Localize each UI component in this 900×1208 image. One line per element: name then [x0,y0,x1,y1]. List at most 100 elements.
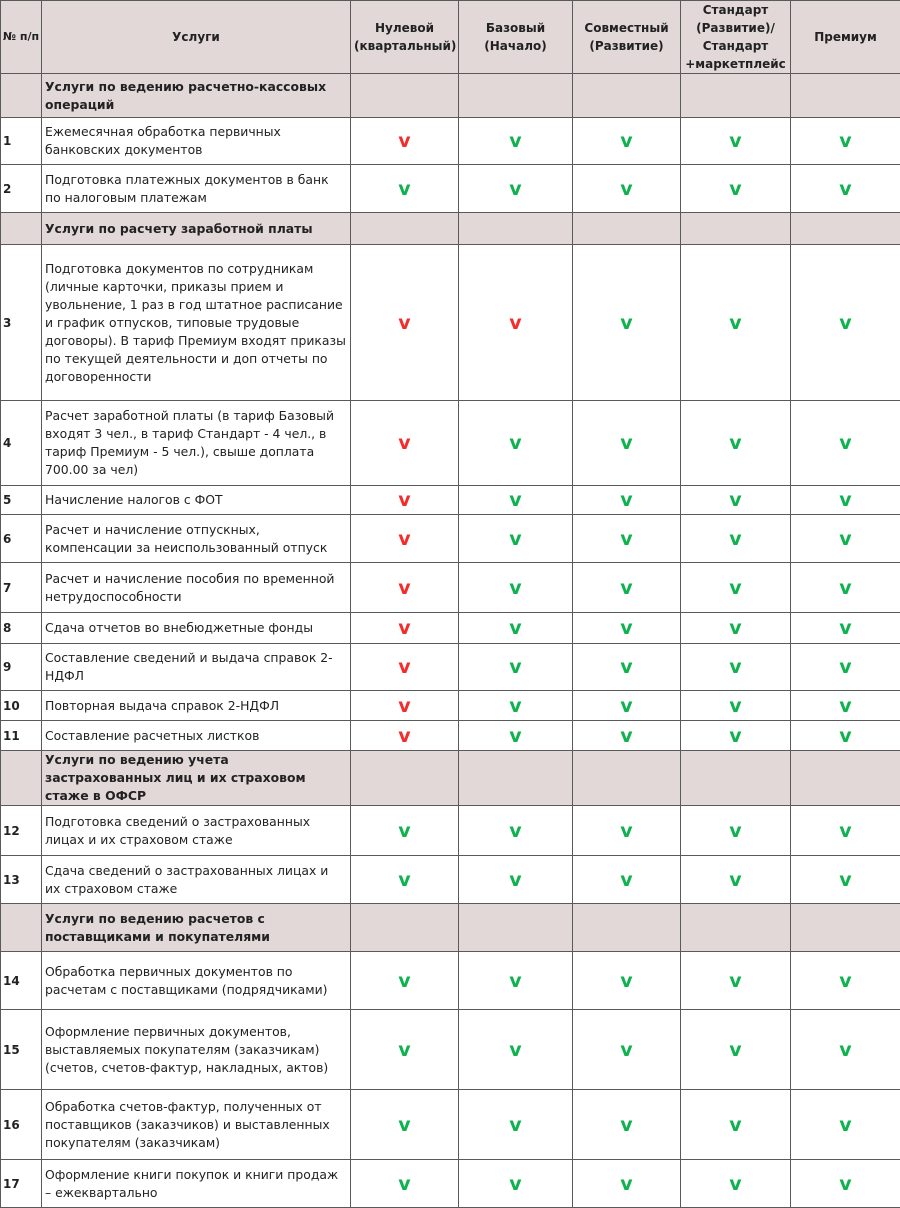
section-header-row: Услуги по ведению расчетов с поставщикам… [1,904,900,952]
included-check-icon: v [681,1160,791,1208]
section-header-row: Услуги по расчету заработной платы [1,213,900,245]
service-description: Расчет и начисление отпускных, компенсац… [42,515,351,563]
not-included-check-icon: v [351,245,459,401]
included-check-icon: v [681,806,791,856]
service-description: Расчет и начисление пособия по временной… [42,563,351,613]
section-title: Услуги по ведению расчетно-кассовых опер… [42,74,351,118]
service-description: Оформление первичных документов, выставл… [42,1010,351,1090]
included-check-icon: v [573,952,681,1010]
included-check-icon: v [459,401,573,486]
included-check-icon: v [573,806,681,856]
section-cell [459,904,573,952]
header-row: № п/п Услуги Нулевой (квартальный) Базов… [1,1,900,74]
included-check-icon: v [791,165,900,213]
included-check-icon: v [573,856,681,904]
included-check-icon: v [459,644,573,691]
not-included-check-icon: v [459,245,573,401]
included-check-icon: v [681,721,791,751]
included-check-icon: v [459,515,573,563]
included-check-icon: v [573,721,681,751]
included-check-icon: v [573,401,681,486]
row-number: 17 [1,1160,42,1208]
row-number: 5 [1,486,42,515]
included-check-icon: v [573,486,681,515]
service-description: Сдача сведений о застрахованных лицах и … [42,856,351,904]
included-check-icon: v [791,515,900,563]
included-check-icon: v [459,1010,573,1090]
included-check-icon: v [681,165,791,213]
included-check-icon: v [791,691,900,721]
included-check-icon: v [791,856,900,904]
service-description: Составление расчетных листков [42,721,351,751]
included-check-icon: v [681,563,791,613]
section-cell [573,751,681,806]
included-check-icon: v [351,1010,459,1090]
header-plan-zero: Нулевой (квартальный) [351,1,459,74]
included-check-icon: v [681,118,791,165]
included-check-icon: v [681,952,791,1010]
section-cell [459,213,573,245]
row-number: 7 [1,563,42,613]
not-included-check-icon: v [351,691,459,721]
included-check-icon: v [351,1160,459,1208]
included-check-icon: v [459,613,573,644]
included-check-icon: v [459,1160,573,1208]
included-check-icon: v [459,486,573,515]
header-plan-joint: Совместный (Развитие) [573,1,681,74]
not-included-check-icon: v [351,613,459,644]
section-cell [573,904,681,952]
included-check-icon: v [573,644,681,691]
not-included-check-icon: v [351,401,459,486]
section-header-row: Услуги по ведению учета застрахованных л… [1,751,900,806]
section-num [1,213,42,245]
included-check-icon: v [573,515,681,563]
included-check-icon: v [791,1160,900,1208]
included-check-icon: v [573,613,681,644]
not-included-check-icon: v [351,563,459,613]
section-cell [791,213,900,245]
included-check-icon: v [791,613,900,644]
service-description: Расчет заработной платы (в тариф Базовый… [42,401,351,486]
section-cell [791,74,900,118]
service-description: Подготовка платежных документов в банк п… [42,165,351,213]
included-check-icon: v [459,952,573,1010]
row-number: 15 [1,1010,42,1090]
section-cell [351,751,459,806]
section-num [1,751,42,806]
section-cell [459,751,573,806]
included-check-icon: v [459,856,573,904]
section-cell [459,74,573,118]
not-included-check-icon: v [351,486,459,515]
section-cell [351,74,459,118]
included-check-icon: v [459,691,573,721]
service-description: Ежемесячная обработка первичных банковск… [42,118,351,165]
service-description: Подготовка документов по сотрудникам (ли… [42,245,351,401]
section-title: Услуги по ведению учета застрахованных л… [42,751,351,806]
section-cell [351,213,459,245]
included-check-icon: v [791,1090,900,1160]
included-check-icon: v [573,118,681,165]
included-check-icon: v [681,486,791,515]
included-check-icon: v [791,401,900,486]
service-description: Повторная выдача справок 2-НДФЛ [42,691,351,721]
included-check-icon: v [459,563,573,613]
included-check-icon: v [573,1010,681,1090]
service-description: Подготовка сведений о застрахованных лиц… [42,806,351,856]
not-included-check-icon: v [351,721,459,751]
included-check-icon: v [681,856,791,904]
service-description: Составление сведений и выдача справок 2-… [42,644,351,691]
included-check-icon: v [351,165,459,213]
included-check-icon: v [351,1090,459,1160]
included-check-icon: v [681,515,791,563]
